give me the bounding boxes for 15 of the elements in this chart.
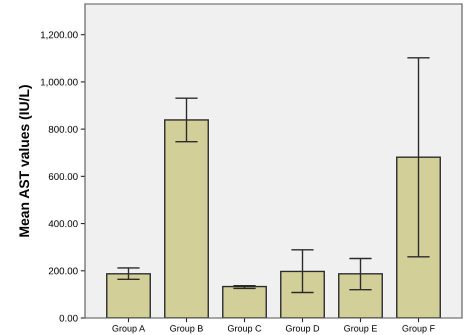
x-tick-label: Group E [344,325,377,334]
y-tick-label: 600.00 [48,173,78,180]
bar [222,286,267,318]
y-tick-label: 800.00 [48,126,78,133]
x-tick-label: Group D [286,325,320,334]
y-tick-label: 200.00 [48,268,78,274]
x-tick-label: Group B [170,325,203,334]
y-axis-title: Mean AST values (IU/L) [18,85,32,237]
x-tick-label: Group A [112,325,146,334]
y-tick-label: 0.00 [60,314,78,322]
y-tick-label: 1,000.00 [40,78,78,87]
y-tick-label: 1,200.00 [40,31,78,40]
y-tick-label: 400.00 [48,220,78,228]
x-tick-label: Group F [402,325,435,334]
x-tick-label: Group C [228,325,262,334]
